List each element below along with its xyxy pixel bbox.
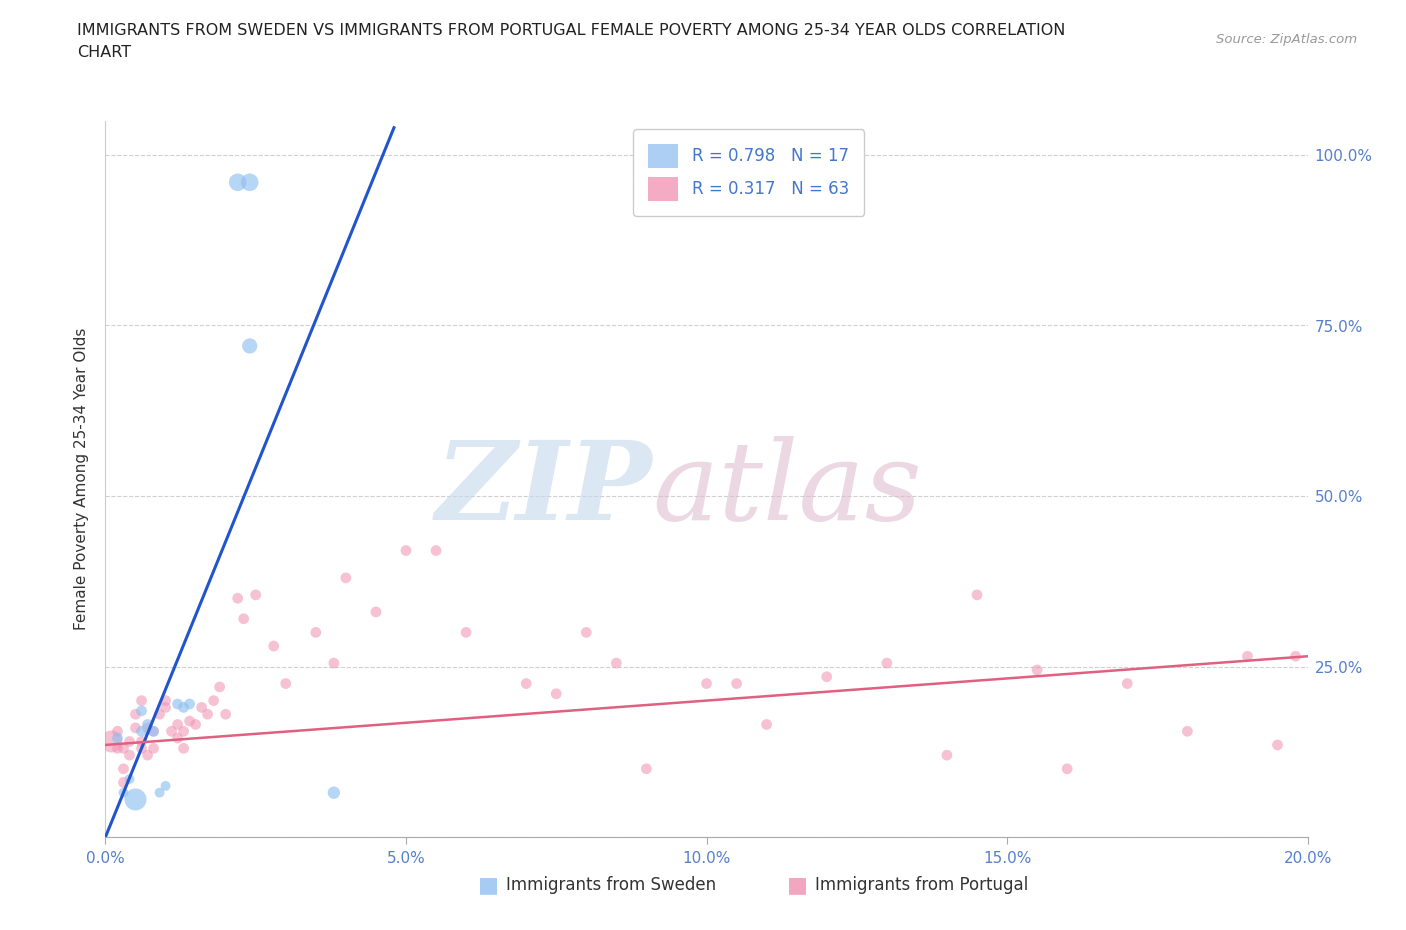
Point xyxy=(239,339,262,353)
Point xyxy=(112,741,135,756)
Point xyxy=(118,772,141,787)
Point xyxy=(131,703,153,718)
Point xyxy=(166,717,188,732)
Point xyxy=(263,639,285,654)
Text: CHART: CHART xyxy=(77,45,131,60)
Point xyxy=(118,748,141,763)
Text: IMMIGRANTS FROM SWEDEN VS IMMIGRANTS FROM PORTUGAL FEMALE POVERTY AMONG 25-34 YE: IMMIGRANTS FROM SWEDEN VS IMMIGRANTS FRO… xyxy=(77,23,1066,38)
Point xyxy=(179,697,201,711)
Point xyxy=(155,778,177,793)
Point xyxy=(131,724,153,738)
Point xyxy=(876,656,898,671)
Point xyxy=(364,604,387,619)
Point xyxy=(226,175,249,190)
Point xyxy=(395,543,418,558)
Point xyxy=(112,775,135,790)
Point xyxy=(184,717,207,732)
Point xyxy=(107,724,129,738)
Point xyxy=(131,693,153,708)
Legend: R = 0.798   N = 17, R = 0.317   N = 63: R = 0.798 N = 17, R = 0.317 N = 63 xyxy=(633,129,863,216)
Point xyxy=(197,707,219,722)
Text: Immigrants from Portugal: Immigrants from Portugal xyxy=(815,876,1029,895)
Point xyxy=(124,707,146,722)
Point xyxy=(100,734,122,749)
Point xyxy=(274,676,297,691)
Point xyxy=(131,741,153,756)
Point xyxy=(245,588,267,603)
Point xyxy=(232,611,254,626)
Point xyxy=(107,731,129,746)
Point xyxy=(173,724,195,738)
Point xyxy=(214,707,236,722)
Point xyxy=(160,724,183,738)
Point xyxy=(226,591,249,605)
Point xyxy=(1026,662,1049,677)
Point xyxy=(190,700,212,715)
Point xyxy=(1236,649,1258,664)
Point xyxy=(142,741,165,756)
Point xyxy=(755,717,778,732)
Point xyxy=(239,175,262,190)
Point xyxy=(173,741,195,756)
Point xyxy=(454,625,477,640)
Point xyxy=(112,762,135,777)
Point xyxy=(605,656,627,671)
Point xyxy=(425,543,447,558)
Point xyxy=(131,734,153,749)
Point xyxy=(322,656,344,671)
Point xyxy=(1116,676,1139,691)
Point xyxy=(966,588,988,603)
Point xyxy=(546,686,568,701)
Point xyxy=(148,785,170,800)
Point xyxy=(636,762,658,777)
Point xyxy=(1284,649,1306,664)
Text: ■: ■ xyxy=(478,875,499,896)
Point xyxy=(136,748,159,763)
Point xyxy=(208,680,231,695)
Point xyxy=(202,693,225,708)
Point xyxy=(136,717,159,732)
Point xyxy=(148,707,170,722)
Point xyxy=(725,676,748,691)
Point xyxy=(815,670,838,684)
Point xyxy=(112,785,135,800)
Point xyxy=(515,676,537,691)
Point xyxy=(107,741,129,756)
Point xyxy=(124,792,146,807)
Point xyxy=(305,625,328,640)
Point xyxy=(322,785,344,800)
Point xyxy=(1267,737,1289,752)
Point xyxy=(142,724,165,738)
Point xyxy=(936,748,959,763)
Text: ZIP: ZIP xyxy=(436,436,652,543)
Text: ■: ■ xyxy=(787,875,808,896)
Text: Source: ZipAtlas.com: Source: ZipAtlas.com xyxy=(1216,33,1357,46)
Point xyxy=(696,676,718,691)
Point xyxy=(575,625,598,640)
Point xyxy=(136,721,159,736)
Point xyxy=(335,570,357,585)
Point xyxy=(155,700,177,715)
Point xyxy=(179,713,201,728)
Point xyxy=(142,724,165,738)
Point xyxy=(1056,762,1078,777)
Point xyxy=(173,700,195,715)
Text: Immigrants from Sweden: Immigrants from Sweden xyxy=(506,876,716,895)
Point xyxy=(1175,724,1198,738)
Y-axis label: Female Poverty Among 25-34 Year Olds: Female Poverty Among 25-34 Year Olds xyxy=(75,327,90,631)
Point xyxy=(155,693,177,708)
Point xyxy=(166,697,188,711)
Text: atlas: atlas xyxy=(652,436,922,543)
Point xyxy=(124,721,146,736)
Point xyxy=(166,731,188,746)
Point xyxy=(118,734,141,749)
